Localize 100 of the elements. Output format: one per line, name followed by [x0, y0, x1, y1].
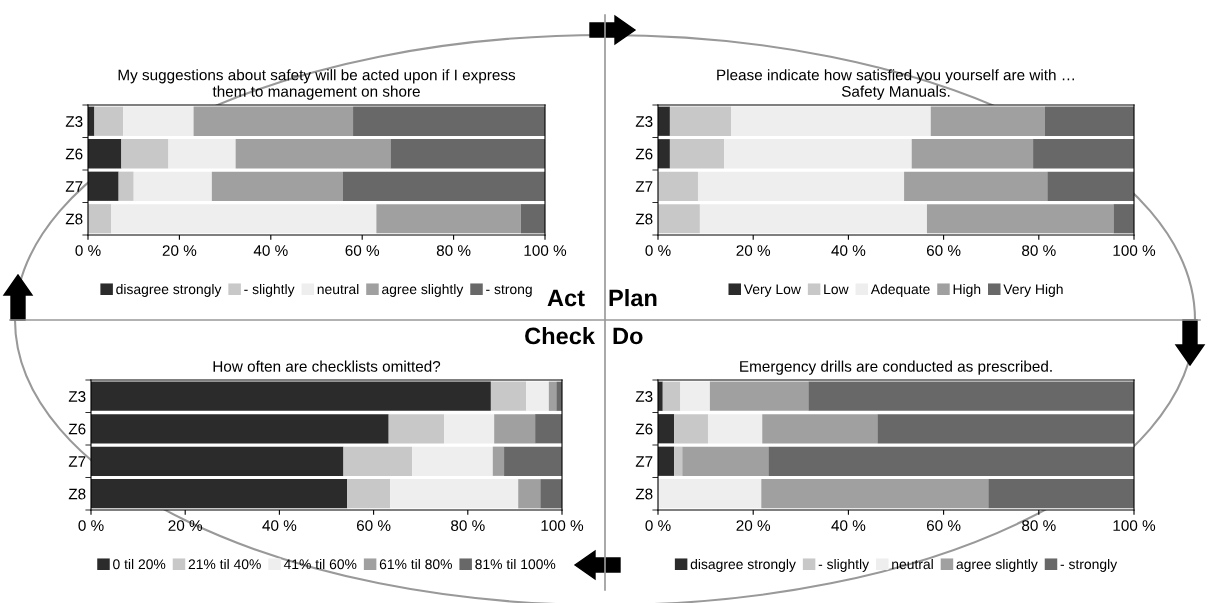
legend-label: agree slightly — [382, 283, 464, 297]
legend-label: Low — [824, 284, 849, 295]
bar — [494, 414, 536, 444]
bar — [548, 381, 557, 411]
x-tick-label: 80 % — [1022, 245, 1056, 256]
bar — [91, 414, 389, 444]
y-tick-label: Z6 — [65, 148, 83, 160]
bar — [535, 414, 562, 444]
bar — [343, 171, 545, 201]
bar — [697, 171, 905, 201]
x-tick-label: 40 % — [831, 245, 866, 256]
bar — [390, 479, 519, 509]
x-tick-label: 20 % — [736, 520, 771, 531]
bar — [808, 381, 1134, 411]
bar — [388, 414, 445, 444]
y-tick-label: Z8 — [65, 213, 83, 225]
bar — [347, 479, 391, 509]
x-tick-label: 40 % — [253, 245, 288, 256]
bar — [88, 171, 119, 201]
bar — [658, 106, 670, 136]
y-tick-label: Z3 — [68, 391, 86, 402]
bar — [91, 446, 344, 476]
bar — [390, 139, 545, 169]
legend-label: Adequate — [870, 283, 930, 297]
x-tick-label: 60 % — [345, 245, 380, 256]
bar — [658, 204, 700, 234]
bar — [133, 171, 212, 201]
y-tick-label: Z8 — [635, 488, 653, 500]
legend-label: disagree strongly — [690, 558, 796, 572]
bar — [504, 446, 562, 476]
bar — [376, 204, 521, 234]
legend-label: - strong — [486, 285, 532, 297]
bar — [762, 414, 878, 444]
bar — [731, 106, 931, 136]
bar — [540, 479, 562, 509]
text: Act — [547, 289, 585, 307]
x-tick-label: 0 % — [78, 520, 104, 531]
bar — [111, 204, 377, 234]
bar — [121, 139, 169, 169]
x-tick-label: 100 % — [541, 520, 584, 531]
chart-title: My suggestions about safety will be acted upon if I express them to management on shore — [118, 69, 516, 100]
bar — [490, 381, 527, 411]
bar — [444, 414, 495, 444]
bar — [682, 446, 769, 476]
bar — [877, 414, 1134, 444]
x-tick-label: 80 % — [1022, 520, 1056, 531]
x-tick-label: 80 % — [451, 520, 485, 531]
y-tick-label: Z6 — [635, 148, 653, 160]
bar — [353, 106, 545, 136]
bar — [680, 381, 710, 411]
bar — [91, 381, 491, 411]
x-tick-label: 40 % — [831, 520, 866, 531]
bar — [662, 381, 681, 411]
bar — [658, 446, 675, 476]
bar — [235, 139, 391, 169]
x-tick-label: 0 % — [645, 245, 671, 256]
x-tick-label: 20 % — [168, 520, 203, 531]
y-tick-label: Z7 — [68, 456, 86, 467]
bar — [526, 381, 549, 411]
legend-label: - slightly — [818, 558, 870, 572]
bar — [674, 414, 708, 444]
bar — [520, 204, 545, 234]
x-tick-label: 0 % — [645, 520, 671, 531]
y-tick-label: Z8 — [635, 213, 653, 225]
x-tick-label: 100 % — [1113, 245, 1156, 256]
bar — [699, 204, 927, 234]
x-tick-label: 20 % — [162, 245, 197, 256]
x-tick-label: 80 % — [436, 245, 471, 256]
legend-label: neutral — [892, 558, 933, 570]
chart-title: Please indicate how satisfied you yourself are with … Safety Manuals. — [717, 69, 1074, 100]
bar — [88, 204, 112, 234]
legend-label: 81% til 100% — [475, 558, 556, 570]
bar — [709, 381, 809, 411]
x-tick-label: 60 % — [926, 520, 961, 531]
text: Plan — [609, 288, 657, 307]
bar — [94, 106, 124, 136]
bar — [904, 171, 1048, 201]
legend-label: 0 til 20% — [113, 558, 166, 570]
text: Do — [613, 327, 643, 345]
y-tick-label: Z6 — [635, 423, 653, 435]
y-tick-label: Z3 — [635, 116, 653, 127]
bar — [88, 139, 122, 169]
text: Check — [525, 326, 596, 345]
chart-title: Emergency drills are conducted as prescribed. — [740, 360, 1052, 375]
legend-label: Very High — [1003, 283, 1063, 297]
bar — [168, 139, 236, 169]
x-tick-label: 40 % — [262, 520, 297, 531]
legend-label: High — [953, 283, 981, 297]
y-tick-label: Z8 — [68, 488, 86, 500]
legend-label: neutral — [317, 283, 359, 295]
legend-label: - strongly — [1060, 558, 1118, 572]
legend-label: agree slightly — [956, 558, 1038, 572]
y-tick-label: Z3 — [635, 391, 653, 402]
bar — [724, 139, 912, 169]
y-tick-label: Z6 — [68, 423, 86, 435]
y-tick-label: Z3 — [65, 116, 83, 127]
y-tick-label: Z7 — [65, 181, 83, 192]
bar — [1113, 204, 1134, 234]
bar — [118, 171, 134, 201]
chart-title: How often are checklists omitted? — [213, 360, 441, 372]
